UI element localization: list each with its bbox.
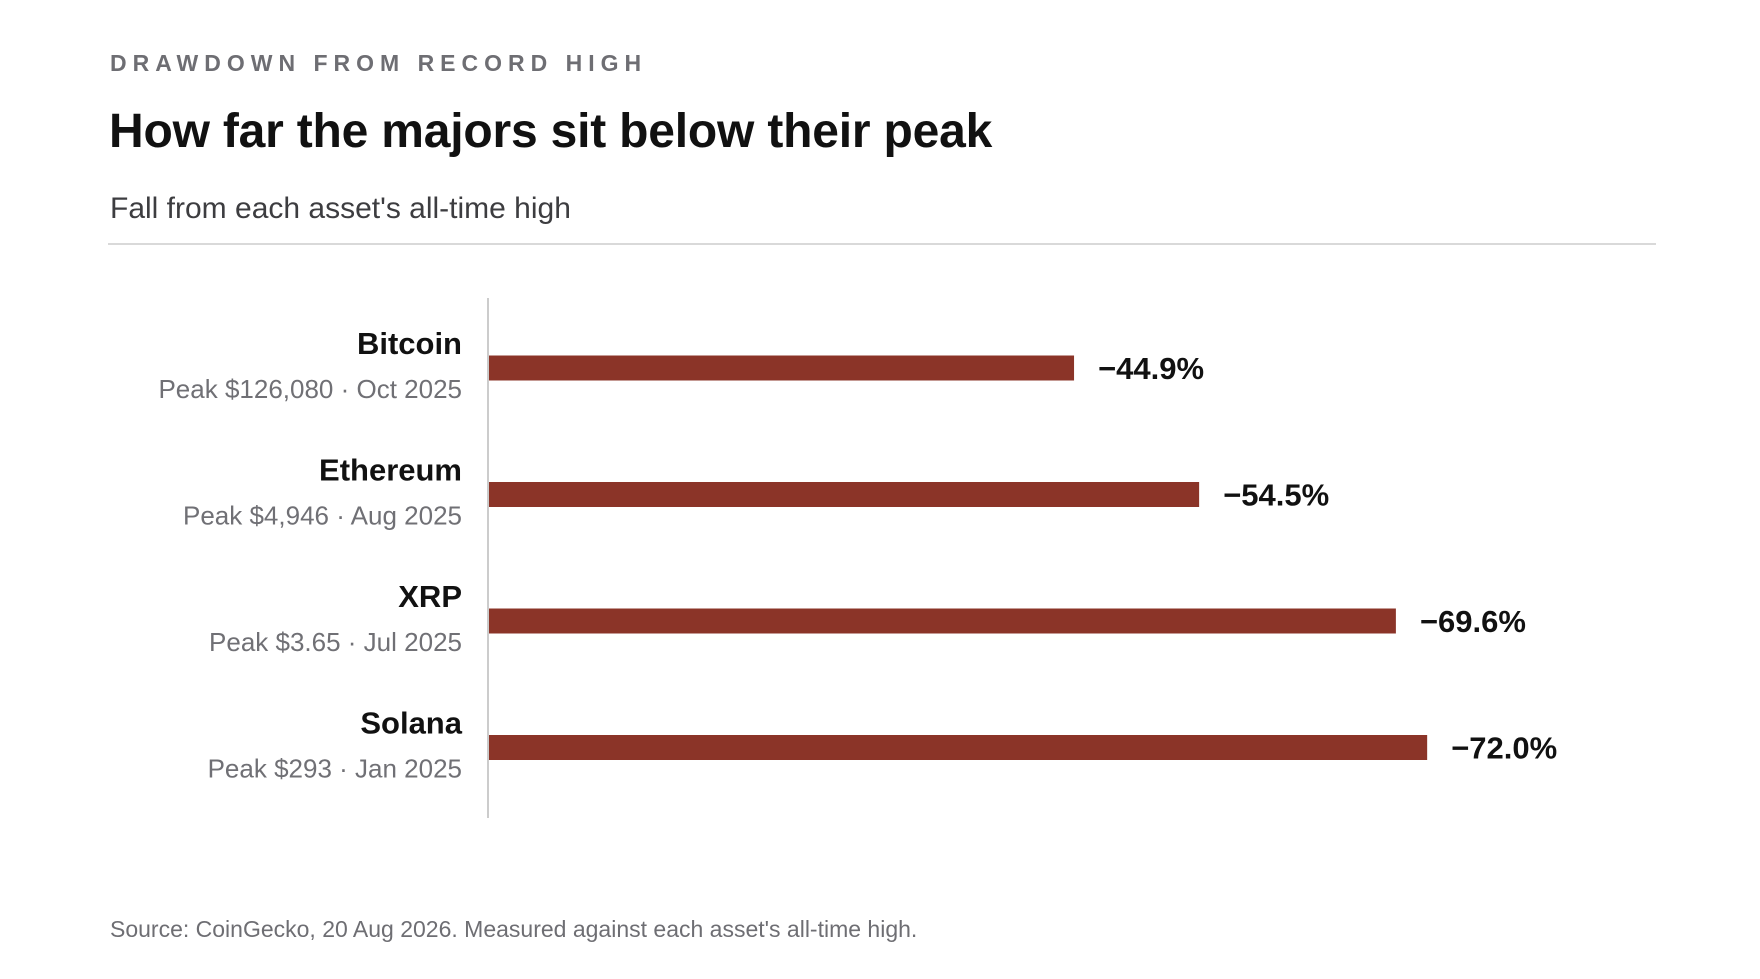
- peak-label-bitcoin: Peak $126,080 · Oct 2025: [158, 374, 462, 404]
- header-divider: [108, 243, 1656, 245]
- source-note: Source: CoinGecko, 20 Aug 2026. Measured…: [110, 916, 918, 942]
- category-label-bitcoin: Bitcoin: [357, 326, 462, 361]
- value-label-bitcoin: −44.9%: [1098, 351, 1204, 386]
- peak-label-xrp: Peak $3.65 · Jul 2025: [209, 627, 462, 657]
- bar-bitcoin: [489, 355, 1075, 381]
- value-label-ethereum: −54.5%: [1223, 478, 1329, 513]
- value-label-solana: −72.0%: [1451, 731, 1557, 766]
- chart-title: How far the majors sit below their peak: [109, 105, 993, 158]
- bar-xrp: [489, 608, 1396, 634]
- category-label-xrp: XRP: [398, 579, 462, 614]
- peak-label-solana: Peak $293 · Jan 2025: [208, 754, 462, 784]
- value-label-xrp: −69.6%: [1420, 604, 1526, 639]
- chart-kicker: DRAWDOWN FROM RECORD HIGH: [110, 50, 648, 76]
- bar-solana: [489, 735, 1428, 760]
- chart-subtitle: Fall from each asset's all-time high: [110, 192, 571, 225]
- category-label-solana: Solana: [360, 706, 462, 741]
- bar-ethereum: [489, 482, 1200, 507]
- category-label-ethereum: Ethereum: [319, 453, 462, 488]
- peak-label-ethereum: Peak $4,946 · Aug 2025: [183, 501, 462, 531]
